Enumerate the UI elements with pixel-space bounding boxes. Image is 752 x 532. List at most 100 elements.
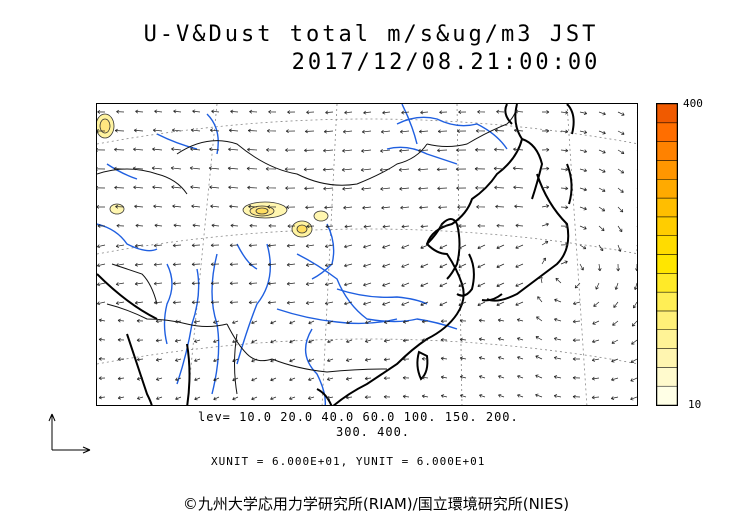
map-canvas [97,104,637,405]
wind-arrow [421,356,429,361]
wind-arrow [536,316,543,322]
wind-arrow [541,185,550,190]
wind-arrow [97,301,106,306]
wind-arrow [632,301,637,309]
wind-arrow [97,263,106,268]
wind-arrow [560,186,569,191]
wind-arrow [560,129,569,134]
wind-arrow [117,376,125,381]
wind-arrow [458,301,467,307]
wind-arrow [572,338,581,343]
wind-arrow [555,277,562,284]
colorbar-swatch [656,179,678,199]
wind-arrow [289,377,296,382]
wind-arrow [154,223,163,228]
wind-arrow [381,205,391,210]
wind-arrow [401,301,410,306]
wind-arrow [190,185,201,190]
wind-arrow [598,244,604,252]
wind-arrow [266,147,277,152]
wind-arrow [541,257,547,265]
wind-arrow [560,110,569,115]
wind-arrow [380,186,391,191]
wind-arrow [477,109,486,114]
wind-arrow [379,168,391,172]
wind-arrow [383,338,391,343]
wind-arrow [574,282,581,289]
wind-arrow [554,298,562,303]
wind-arrow [459,337,467,342]
wind-arrow [421,338,429,343]
wind-arrow [232,320,239,325]
wind-arrow [210,300,220,305]
wind-arrow [209,185,220,190]
wind-arrow [213,396,220,401]
wind-arrow [151,166,163,171]
wind-arrow [382,110,391,115]
wind-arrow [437,186,448,191]
wind-arrow [478,337,486,342]
wind-arrow [537,296,543,303]
wind-arrow [496,109,505,114]
wind-arrow [344,224,353,229]
wind-arrow [513,147,524,152]
wind-arrow [477,301,486,307]
wind-arrow [382,282,391,287]
wind-arrow [136,357,144,362]
wind-arrow [553,394,562,398]
wind-arrow [155,338,163,343]
wind-arrow [437,129,448,134]
wind-arrow [478,356,486,360]
coastlines [97,104,575,405]
wind-arrow [541,222,549,227]
wind-arrow [248,281,258,286]
wind-arrow [228,185,239,190]
wind-arrow [136,318,144,323]
wind-arrow [289,396,296,401]
wind-arrow [171,185,182,190]
wind-arrow [440,394,448,398]
wind-arrow [363,282,372,287]
wind-arrow [418,148,429,153]
wind-arrow [267,204,277,209]
wind-arrow [535,374,543,379]
wind-arrow [402,375,410,380]
wind-arrow [579,168,587,173]
wind-arrow [617,168,625,174]
wind-arrow [285,148,296,153]
wind-arrow [342,148,353,153]
wind-arrow [249,223,258,228]
wind-arrow [399,148,410,153]
wind-arrow [613,301,619,308]
wind-arrow [344,282,353,287]
wind-arrow [636,131,637,132]
wind-arrow [598,187,606,192]
wind-arrow [251,339,258,344]
wind-arrow [401,224,410,229]
wind-arrow [572,319,581,324]
wind-arrow [232,358,239,363]
wind-arrow [267,300,277,305]
colorbar-swatch [656,348,678,368]
wind-arrow [459,318,467,323]
wind-arrow [98,356,106,361]
wind-arrow [346,320,353,325]
wind-arrow [286,243,296,248]
wind-arrow [323,148,334,153]
wind-arrow [152,147,163,152]
wind-arrow [98,376,106,381]
wind-arrow [612,320,619,326]
map-timestamp: 2017/12/08.21:00:00 [291,50,601,75]
wind-arrow [572,394,581,399]
wind-arrow [270,358,277,363]
wind-arrow [325,224,334,229]
wind-arrow [455,167,467,172]
wind-arrow [478,318,486,323]
wind-arrow [636,150,637,151]
wind-arrow [134,262,144,267]
wind-arrow [132,166,144,171]
wind-arrow [513,128,524,133]
wind-arrow [211,109,220,114]
wind-arrow [630,358,637,364]
wind-arrow [496,223,505,228]
